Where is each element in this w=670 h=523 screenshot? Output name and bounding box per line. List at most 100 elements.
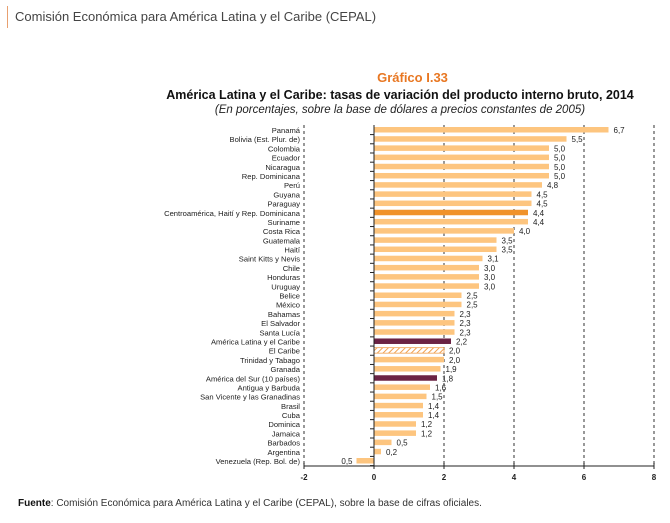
data-label: 2,2 — [456, 337, 468, 346]
bar — [374, 393, 427, 400]
bar — [374, 154, 549, 161]
data-label: 1,2 — [421, 420, 433, 429]
data-label: 3,5 — [502, 246, 514, 255]
chart-title: América Latina y el Caribe: tasas de var… — [166, 88, 634, 102]
data-label: 6,7 — [614, 126, 626, 135]
category-label: Belice — [279, 292, 300, 301]
category-label: Paraguay — [267, 200, 300, 209]
source-note: Fuente: Comisión Económica para América … — [18, 498, 482, 509]
data-label: 5,5 — [572, 135, 584, 144]
data-label: 4,0 — [519, 227, 531, 236]
data-label: 5,0 — [554, 154, 566, 163]
x-tick-label: 8 — [652, 473, 657, 482]
bar — [374, 182, 542, 188]
bars: Panamá 6,7 Bolivia (Est. Plur. de) 5,5 Colom… — [164, 126, 625, 466]
category-label: Panamá — [272, 126, 301, 135]
category-label: El Salvador — [261, 319, 300, 328]
x-tick-label: 2 — [442, 473, 447, 482]
category-label: Barbados — [267, 439, 300, 448]
data-label: 5,0 — [554, 163, 566, 172]
bar — [374, 191, 532, 197]
bar — [374, 228, 514, 234]
bar — [374, 163, 549, 170]
category-label: América Latina y el Caribe — [211, 337, 300, 346]
bar — [374, 172, 549, 179]
data-label: 4,4 — [533, 218, 545, 227]
bar — [356, 458, 374, 464]
category-label: México — [276, 301, 300, 310]
data-label: 4,5 — [537, 200, 549, 209]
x-tick-label: -2 — [300, 473, 308, 482]
category-label: Venezuela (Rep. Bol. de) — [216, 457, 301, 466]
bar — [374, 237, 497, 243]
category-label: Uruguay — [271, 282, 300, 291]
bar — [374, 375, 437, 381]
data-label: 1,4 — [428, 402, 440, 411]
category-label: Haití — [284, 246, 301, 255]
data-label: 3,1 — [488, 255, 500, 264]
data-label: 4,4 — [533, 209, 545, 218]
category-label: Costa Rica — [263, 227, 301, 236]
data-label: 1,4 — [428, 411, 440, 420]
bar — [374, 402, 423, 409]
category-label: Nicaragua — [265, 163, 300, 172]
data-label: 2,3 — [460, 310, 472, 319]
category-label: San Vicente y las Granadinas — [200, 393, 300, 402]
data-label: 4,8 — [547, 181, 559, 190]
category-label: Jamaica — [272, 429, 301, 438]
category-label: Suriname — [268, 218, 301, 227]
category-label: Antigua y Barbuda — [238, 383, 301, 392]
data-label: 1,5 — [432, 393, 444, 402]
data-label: 0,5 — [397, 439, 409, 448]
bar — [374, 127, 609, 133]
data-label: 2,0 — [449, 356, 461, 365]
category-label: Ecuador — [272, 154, 301, 163]
data-label: 3,0 — [484, 273, 496, 282]
bar — [374, 320, 455, 326]
category-label: Chile — [283, 264, 300, 273]
chart-subtitle: (En porcentajes, sobre la base de dólare… — [214, 104, 586, 116]
data-label: 1,9 — [446, 365, 458, 374]
bar — [374, 329, 455, 335]
category-label: Colombia — [268, 144, 301, 153]
bar — [374, 412, 423, 418]
category-label: Trinidad y Tabago — [240, 356, 300, 365]
data-label: 1,2 — [421, 429, 433, 438]
bar — [374, 338, 451, 344]
category-label: América del Sur (10 países) — [206, 374, 301, 383]
category-label: Bahamas — [268, 310, 300, 319]
bar — [374, 430, 416, 436]
bar — [374, 301, 462, 308]
bar — [374, 292, 462, 298]
source-label: Fuente — [18, 498, 51, 509]
category-label: Brasil — [281, 402, 300, 411]
bar — [374, 356, 444, 363]
data-label: 5,0 — [554, 172, 566, 181]
bar — [374, 200, 532, 207]
bar — [374, 264, 479, 271]
bar — [374, 283, 479, 289]
category-label: Honduras — [267, 273, 300, 282]
category-label: Dominica — [268, 420, 300, 429]
category-label: Guyana — [273, 190, 300, 199]
x-tick-label: 4 — [512, 473, 517, 482]
data-label: 4,5 — [537, 190, 549, 199]
bar — [374, 439, 392, 446]
category-label: Centroamérica, Haití y Rep. Dominicana — [164, 209, 301, 218]
category-label: El Caribe — [269, 347, 300, 356]
bar — [374, 384, 430, 390]
data-label: 2,3 — [460, 328, 472, 337]
bar — [374, 246, 497, 253]
bar — [374, 136, 567, 142]
category-label: Argentina — [267, 448, 300, 457]
data-label: 3,5 — [502, 236, 514, 245]
bar — [374, 145, 549, 151]
data-label: 1,8 — [442, 374, 454, 383]
bar — [374, 421, 416, 427]
x-tick-label: 0 — [372, 473, 377, 482]
category-label: Granada — [270, 365, 300, 374]
data-label: 3,0 — [484, 264, 496, 273]
bar — [373, 347, 445, 354]
category-label: Guatemala — [263, 236, 301, 245]
